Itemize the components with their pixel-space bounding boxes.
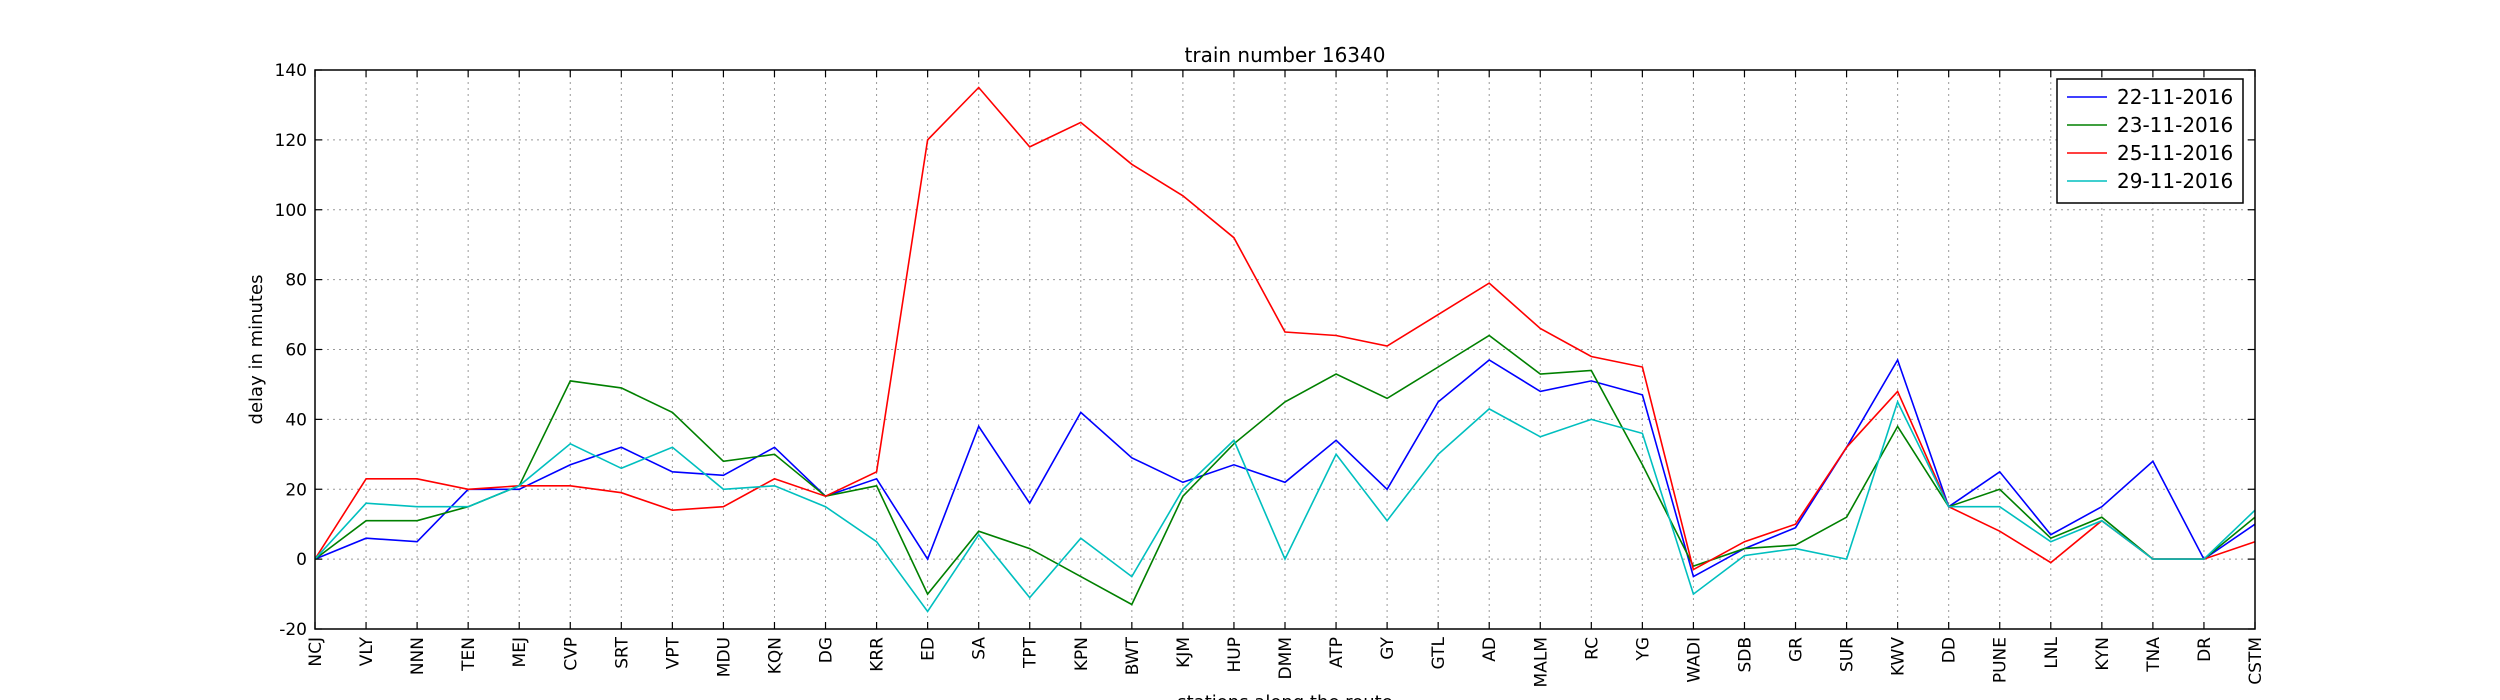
x-tick-label-kjm: KJM	[1174, 637, 1194, 668]
x-tick-label-dg: DG	[817, 637, 837, 663]
x-tick-label-dmm: DMM	[1276, 637, 1296, 679]
x-tick-label-lnl: LNL	[2042, 636, 2062, 668]
y-axis-title: delay in minutes	[246, 275, 267, 425]
x-tick-label-mej: MEJ	[510, 637, 530, 667]
y-tick-label: 140	[275, 61, 307, 81]
x-tick-label-ten: TEN	[459, 637, 479, 672]
x-tick-label-ed: ED	[919, 637, 939, 661]
x-axis-ticks: NCJ VLY NNN TEN MEJ CVP SRT VPT MDU KQN DG KRR ED SA T…	[306, 70, 2266, 687]
x-tick-label-dr: DR	[2195, 637, 2215, 662]
legend-label: 25-11-2016	[2117, 141, 2233, 165]
x-tick-label-mdu: MDU	[714, 637, 734, 677]
x-axis-title: stations along the route	[1177, 692, 1392, 700]
x-tick-label-sur: SUR	[1838, 637, 1858, 672]
x-tick-label-ad: AD	[1480, 637, 1500, 662]
x-tick-label-krr: KRR	[868, 637, 888, 672]
y-axis-ticks: -20 0 20 40 60 80 100 120 140	[275, 61, 2255, 640]
y-tick-label: 40	[285, 410, 307, 430]
x-tick-label-kpn: KPN	[1072, 637, 1092, 671]
y-tick-label: -20	[279, 620, 307, 640]
x-tick-label-kqn: KQN	[765, 637, 785, 674]
y-tick-label: 60	[285, 341, 307, 361]
series-line-25-11-2016	[314, 86, 2256, 571]
x-tick-label-gtl: GTL	[1429, 636, 1449, 669]
series-line-22-11-2016	[314, 358, 2256, 578]
x-tick-label-bwt: BWT	[1123, 636, 1143, 675]
x-tick-label-sdb: SDB	[1735, 637, 1755, 673]
y-tick-label: 0	[296, 550, 307, 570]
chart-title: train number 16340	[1185, 43, 1386, 67]
x-tick-label-hup: HUP	[1225, 637, 1245, 672]
x-tick-label-yg: YG	[1633, 637, 1653, 662]
x-tick-label-cvp: CVP	[561, 637, 581, 671]
x-tick-label-kwv: KWV	[1889, 637, 1909, 676]
x-tick-label-sa: SA	[970, 637, 990, 660]
x-tick-label-vly: VLY	[357, 636, 377, 666]
y-tick-label: 20	[285, 480, 307, 500]
y-tick-label: 80	[285, 271, 307, 291]
x-tick-label-pune: PUNE	[1991, 637, 2011, 683]
x-tick-label-tna: TNA	[2144, 637, 2164, 673]
series-layer	[314, 86, 2256, 613]
x-tick-label-ncj: NCJ	[306, 637, 326, 667]
series-line-29-11-2016	[314, 399, 2256, 613]
legend-label: 29-11-2016	[2117, 169, 2233, 193]
x-tick-label-dd: DD	[1940, 637, 1960, 663]
x-tick-label-tpt: TPT	[1021, 636, 1041, 669]
x-tick-label-nnn: NNN	[408, 637, 428, 675]
x-tick-label-gy: GY	[1378, 636, 1398, 659]
x-tick-label-cstm: CSTM	[2246, 637, 2266, 685]
y-tick-label: 120	[275, 131, 307, 151]
x-tick-label-kyn: KYN	[2093, 637, 2113, 671]
legend-label: 23-11-2016	[2117, 113, 2233, 137]
series-line-23-11-2016	[314, 334, 2256, 606]
legend-box	[2056, 78, 2244, 204]
x-tick-label-rc: RC	[1582, 637, 1602, 660]
x-tick-label-gr: GR	[1787, 637, 1807, 662]
x-tick-label-vpt: VPT	[663, 636, 683, 669]
y-tick-label: 100	[275, 201, 307, 221]
x-tick-label-atp: ATP	[1327, 637, 1347, 668]
x-tick-label-srt: SRT	[612, 636, 632, 668]
legend: 22-11-2016 23-11-2016 25-11-2016 29-11-2016	[2056, 78, 2244, 204]
x-tick-label-malm: MALM	[1531, 637, 1551, 687]
legend-label: 22-11-2016	[2117, 85, 2233, 109]
x-tick-label-wadi: WADI	[1684, 637, 1704, 683]
